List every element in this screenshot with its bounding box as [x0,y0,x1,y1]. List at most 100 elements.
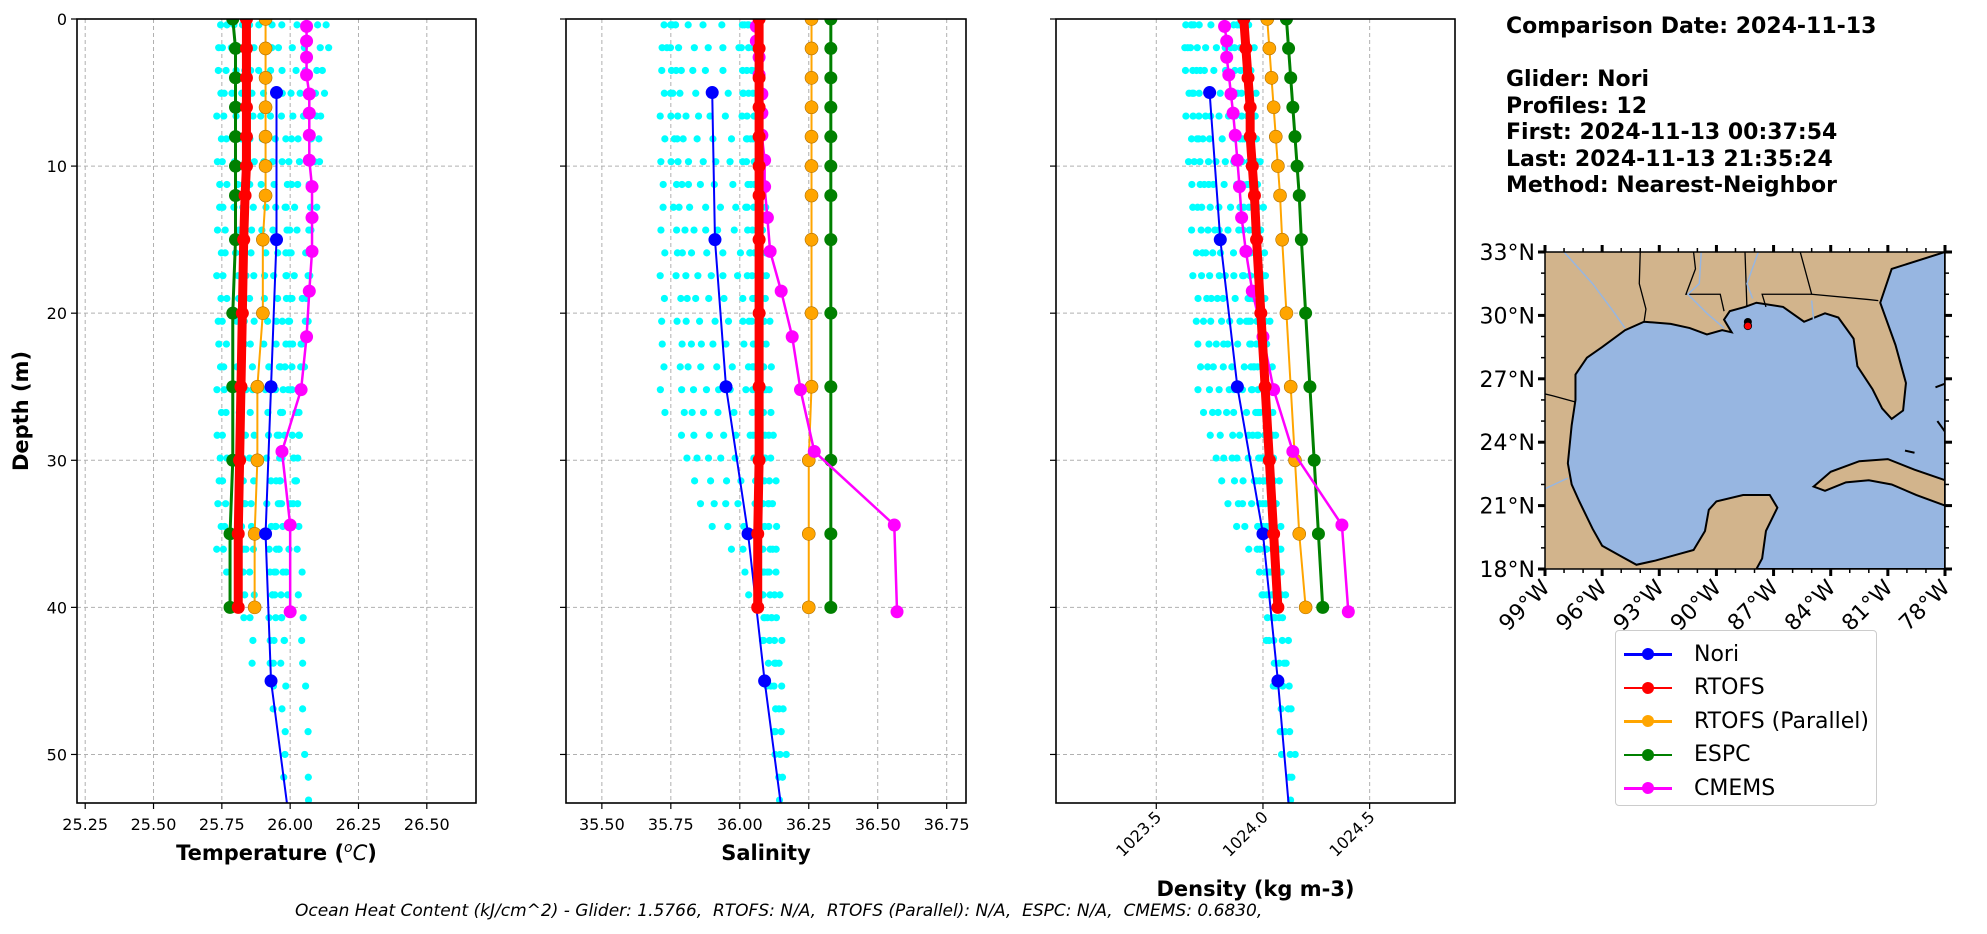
profile-point [1181,66,1190,75]
x-axis-label: Temperature (oC) [176,840,377,865]
profile-point [223,180,231,189]
series-marker [1220,50,1234,64]
profile-point [1277,522,1285,531]
series-marker [801,527,816,541]
y-tick-label: 40 [47,598,67,617]
profile-point [660,294,669,303]
profile-point [213,112,221,120]
profile-point [745,591,753,599]
profile-point [218,158,226,166]
profile-point [690,44,698,52]
profile-point [278,705,286,713]
profile-point [288,363,296,371]
profile-point [1219,294,1227,303]
series-marker [1279,306,1294,320]
profile-point [291,203,299,211]
profile-point [216,454,224,462]
gulf-of-mexico [1566,252,1945,569]
series-marker [1262,453,1276,467]
profile-point [286,340,294,348]
profile-point [1266,317,1274,325]
profile-point [769,431,777,439]
profile-point [690,431,698,439]
series-marker [1283,379,1298,394]
profile-point [214,66,222,75]
series-marker [1275,232,1289,247]
series-marker [258,71,273,85]
series-marker [239,159,253,173]
profile-point [719,249,727,257]
profile-point [748,272,756,280]
series-marker [302,128,316,142]
profile-point [720,431,728,439]
profile-point [678,340,686,348]
series-marker [300,34,314,48]
y-tick-label: 10 [47,157,67,176]
series-marker [1213,233,1227,247]
series-marker [237,233,251,247]
profile-point [719,272,727,280]
profile-point [315,135,323,143]
profile-point [295,431,303,439]
profile-point [1187,226,1196,234]
series-marker [1299,306,1313,320]
legend-item-rtofs-parallel: RTOFS (Parallel) [1616,704,1869,738]
series-marker [302,284,316,298]
profile-point [1188,180,1196,189]
profile-point [722,500,730,508]
profile-point [777,728,785,736]
profile-point [709,340,717,348]
profile-point [764,659,773,667]
profile-point [722,340,730,348]
axes-frame [1055,18,1456,804]
profile-point [778,636,786,645]
profile-point [740,340,748,348]
profile-point [217,294,225,303]
series-marker [708,233,722,247]
profile-point [257,180,265,189]
profile-point [719,66,727,75]
profile-point [714,408,722,417]
profile-point [222,135,230,143]
legend-item-espc: ESPC [1616,738,1751,772]
series-marker [1292,189,1306,203]
profile-point [1238,500,1247,508]
x-tick-label: 1024.0 [1219,807,1272,860]
profile-point [674,44,683,52]
profile-point [1212,158,1220,166]
series-marker [302,153,316,167]
series-marker [804,41,819,56]
lon-tick-label: 78°W [1895,575,1956,636]
interp-method: Method: Nearest-Neighbor [1506,173,1837,198]
profile-point [771,728,779,736]
state-border [1761,252,1813,308]
profile-point [708,522,716,531]
profile-point [277,112,286,120]
profile-point [292,477,301,485]
series-marker [256,232,270,247]
profile-point [684,21,692,29]
profile-point [1261,272,1270,280]
x-tick-label: 36.25 [786,815,832,834]
profile-point [222,500,230,508]
series-marker [1271,159,1285,173]
profile-point [1184,158,1193,166]
series-marker [264,674,278,688]
last-time: Last: 2024-11-13 21:35:24 [1506,146,1833,172]
series-marker [785,330,799,344]
profile-point [677,431,686,439]
profile-point [678,249,686,257]
profile-point [313,203,321,211]
lat-tick-label: 27°N [1480,368,1535,393]
series-marker [752,41,766,55]
series-marker [1262,41,1277,56]
legend-line-marker-icon [1624,711,1672,731]
profile-point [692,294,700,303]
x-axis-label: Density (kg m-3) [1156,877,1354,901]
profile-point [220,386,228,394]
series-marker [793,383,807,397]
series-marker [258,41,273,56]
profile-point [1233,454,1241,462]
profile-point [218,44,226,52]
series-espc [1279,19,1330,614]
